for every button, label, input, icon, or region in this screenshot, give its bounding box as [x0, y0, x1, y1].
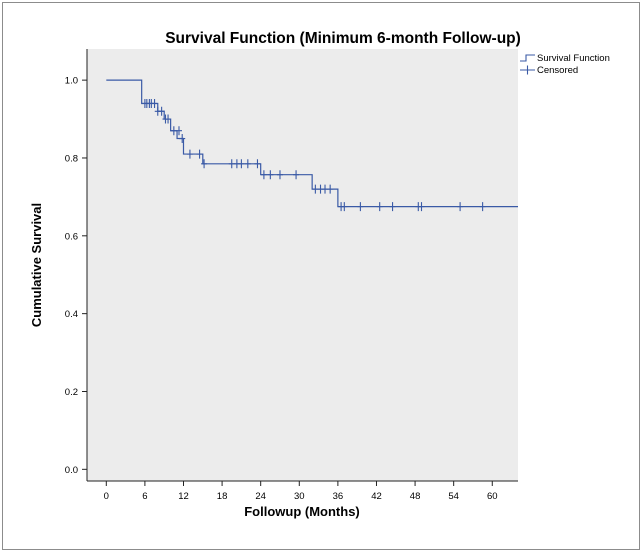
censored-marker: [151, 98, 158, 108]
censored-marker: [276, 170, 283, 180]
censored-marker: [175, 126, 182, 136]
censored-marker: [186, 149, 193, 159]
censored-marker: [357, 202, 364, 212]
x-tick-label: 54: [448, 491, 459, 502]
y-axis-ticks: 0.0 0.2 0.4 0.6 0.8 1.0: [65, 76, 87, 476]
y-tick-label: 0.2: [65, 387, 78, 398]
censored-marker: [341, 202, 348, 212]
censored-marker: [293, 170, 300, 180]
axes: [86, 49, 518, 482]
legend-label-survival: Survival Function: [537, 53, 610, 64]
legend-swatch-survival: [520, 54, 535, 62]
x-tick-label: 24: [255, 491, 266, 502]
y-tick-label: 1.0: [65, 76, 78, 87]
censored-marker: [254, 159, 261, 169]
y-tick-label: 0.8: [65, 153, 78, 164]
y-tick-label: 0.4: [65, 309, 78, 320]
chart-title: Survival Function (Minimum 6-month Follo…: [165, 30, 521, 47]
chart-svg: Survival Function (Minimum 6-month Follo…: [29, 30, 610, 519]
x-tick-label: 30: [294, 491, 305, 502]
censored-marker: [260, 170, 267, 180]
censored-marker: [312, 184, 319, 194]
plot-area: [87, 49, 518, 481]
x-tick-label: 6: [142, 491, 147, 502]
censored-marker: [158, 106, 165, 116]
censored-marker: [238, 159, 245, 169]
x-tick-label: 48: [410, 491, 421, 502]
x-tick-label: 42: [371, 491, 382, 502]
y-tick-label: 0.0: [65, 465, 78, 476]
censored-marker: [201, 159, 208, 169]
censored-marker: [228, 159, 235, 169]
y-tick-label: 0.6: [65, 231, 78, 242]
censored-markers: [141, 98, 486, 212]
censored-marker: [457, 202, 464, 212]
censored-marker: [196, 149, 203, 159]
censored-marker: [165, 114, 172, 124]
legend-label-censored: Censored: [537, 65, 578, 76]
legend-swatch-censored: [520, 65, 535, 75]
censored-marker: [179, 134, 186, 144]
censored-marker: [376, 202, 383, 212]
x-axis-ticks: 0 6 12 18 24 30 36 42 48 54 60: [104, 481, 498, 502]
censored-marker: [267, 170, 274, 180]
x-tick-label: 18: [217, 491, 228, 502]
censored-marker: [244, 159, 251, 169]
censored-marker: [418, 202, 425, 212]
censored-marker: [170, 126, 177, 136]
censored-marker: [479, 202, 486, 212]
x-tick-label: 0: [104, 491, 109, 502]
x-axis-label: Followup (Months): [244, 504, 360, 519]
x-tick-label: 36: [333, 491, 344, 502]
x-tick-label: 12: [178, 491, 189, 502]
censored-marker: [327, 184, 334, 194]
censored-marker: [389, 202, 396, 212]
x-tick-label: 60: [487, 491, 498, 502]
censored-marker: [322, 184, 329, 194]
y-axis-label: Cumulative Survival: [29, 203, 44, 327]
